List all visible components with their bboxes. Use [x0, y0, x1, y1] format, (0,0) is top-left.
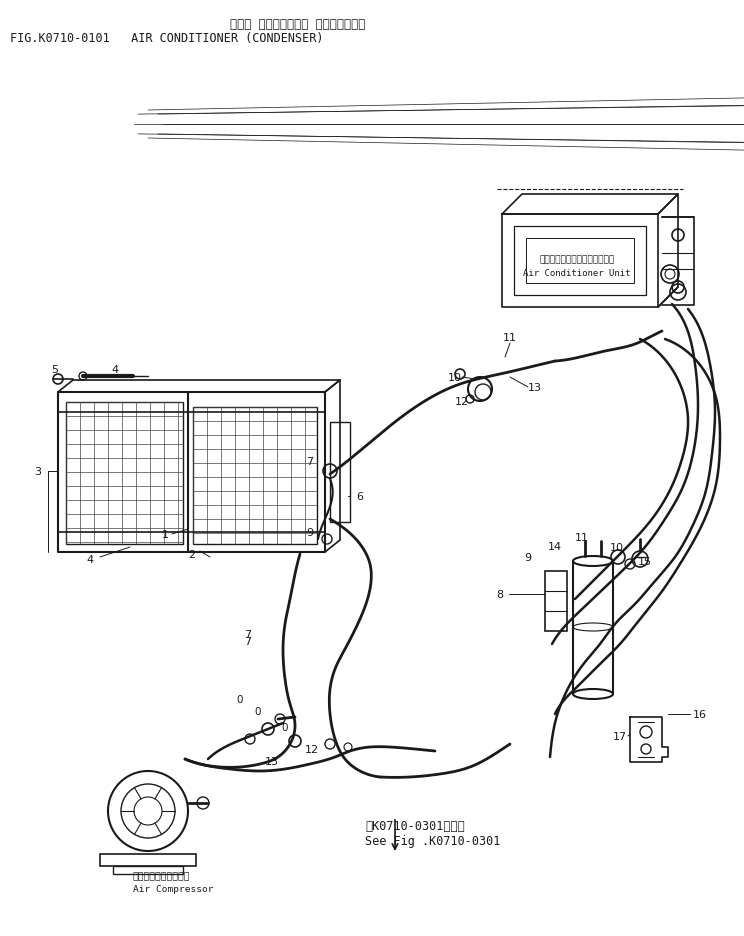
Bar	[526, 239, 634, 284]
Text: 第K0710-0301図参照: 第K0710-0301図参照	[365, 819, 465, 832]
Text: 12: 12	[455, 397, 469, 406]
Text: 0: 0	[282, 723, 288, 732]
Bar	[113, 866, 183, 874]
Ellipse shape	[573, 556, 613, 566]
Bar	[66, 402, 183, 545]
Text: 13: 13	[265, 756, 279, 767]
Text: 16: 16	[693, 709, 707, 719]
Text: 11: 11	[503, 332, 517, 343]
Ellipse shape	[573, 689, 613, 699]
Text: 15: 15	[638, 556, 652, 566]
Text: 12: 12	[305, 744, 319, 754]
Text: 7: 7	[245, 629, 251, 639]
Text: Air Conditioner Unit: Air Conditioner Unit	[523, 269, 631, 277]
Text: 3: 3	[34, 466, 42, 476]
Text: 9: 9	[525, 552, 531, 563]
Text: FIG.K0710-0101   AIR CONDITIONER (CONDENSER): FIG.K0710-0101 AIR CONDITIONER (CONDENSE…	[10, 32, 324, 45]
Text: 13: 13	[528, 383, 542, 392]
Bar	[100, 854, 196, 866]
Text: 0: 0	[254, 707, 261, 716]
Text: 4: 4	[112, 365, 118, 374]
Text: エアーコンプレッサ・: エアーコンプレッサ・	[133, 871, 190, 881]
Text: 10: 10	[610, 543, 624, 552]
Text: 17: 17	[613, 731, 627, 741]
Text: 8: 8	[496, 590, 504, 599]
Bar	[330, 422, 350, 522]
Bar	[545, 571, 567, 631]
Text: エアーコンディショナユニット: エアーコンディショナユニット	[539, 256, 615, 264]
Text: 7: 7	[307, 457, 313, 466]
Bar	[514, 227, 646, 296]
Bar	[193, 407, 317, 545]
Text: 14: 14	[548, 541, 562, 551]
Text: 0: 0	[237, 695, 243, 704]
Ellipse shape	[573, 623, 613, 631]
Text: See Fig .K0710-0301: See Fig .K0710-0301	[365, 834, 501, 847]
Text: 2: 2	[188, 549, 196, 560]
Text: 9: 9	[307, 528, 313, 537]
Text: Air Compressor: Air Compressor	[133, 885, 214, 894]
Text: 11: 11	[575, 533, 589, 543]
Text: 10: 10	[448, 373, 462, 383]
Text: 7: 7	[245, 636, 251, 647]
Text: 5: 5	[51, 365, 59, 374]
Text: 4: 4	[86, 554, 94, 564]
Text: 1: 1	[161, 530, 168, 539]
Text: 6: 6	[356, 491, 364, 502]
Text: エアー コンディショナ （コンデンサ）: エアー コンディショナ （コンデンサ）	[230, 18, 365, 31]
